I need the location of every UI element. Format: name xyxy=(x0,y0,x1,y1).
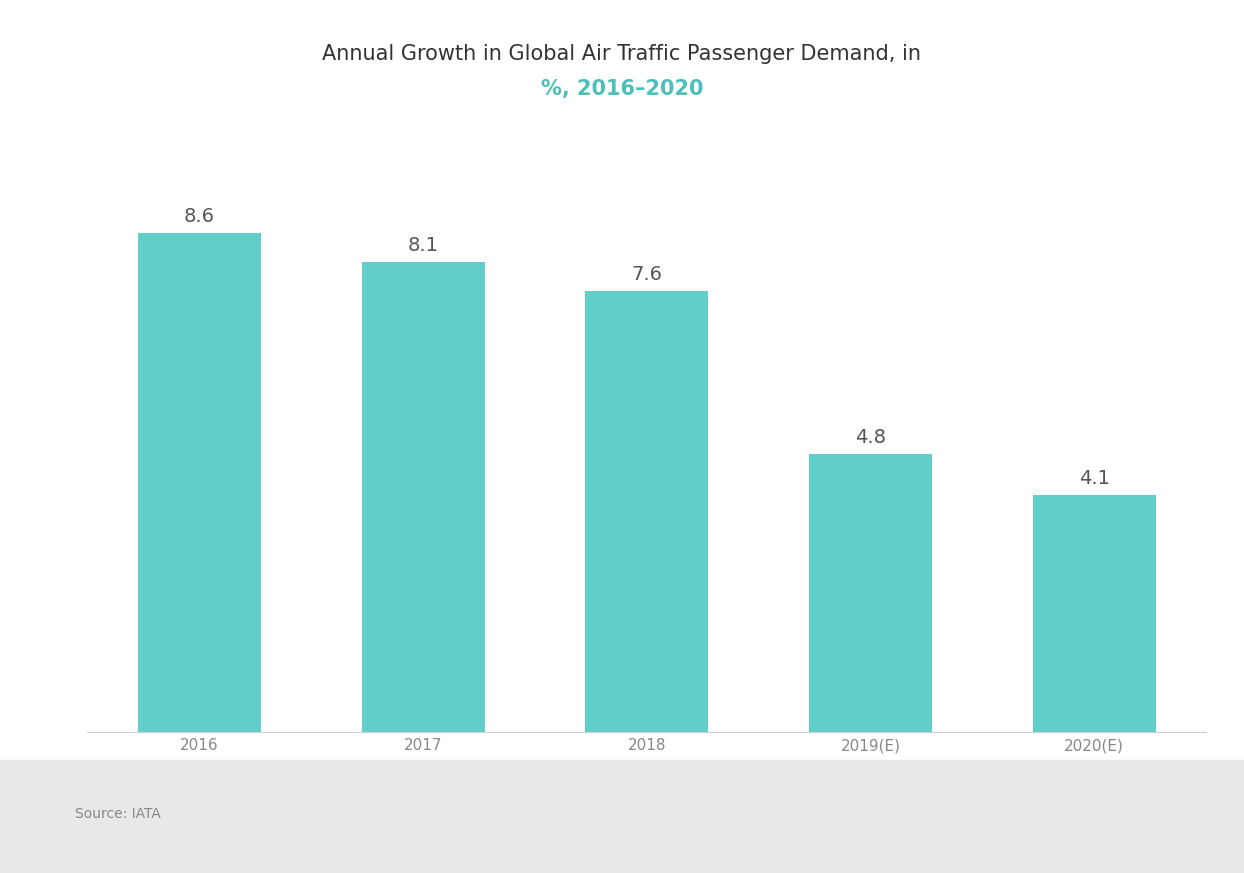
Text: 7.6: 7.6 xyxy=(632,265,662,284)
Text: 4.1: 4.1 xyxy=(1079,469,1110,488)
Text: 4.8: 4.8 xyxy=(855,428,886,447)
Bar xyxy=(138,233,261,733)
Text: 8.6: 8.6 xyxy=(184,207,215,226)
Bar xyxy=(809,454,932,733)
Bar xyxy=(1033,495,1156,733)
Bar xyxy=(586,291,708,733)
Text: 8.1: 8.1 xyxy=(408,236,439,255)
Text: Annual Growth in Global Air Traffic Passenger Demand, in: Annual Growth in Global Air Traffic Pass… xyxy=(322,44,922,64)
Text: %, 2016–2020: %, 2016–2020 xyxy=(541,79,703,99)
Bar xyxy=(362,262,485,733)
Text: Source: IATA: Source: IATA xyxy=(75,807,160,821)
